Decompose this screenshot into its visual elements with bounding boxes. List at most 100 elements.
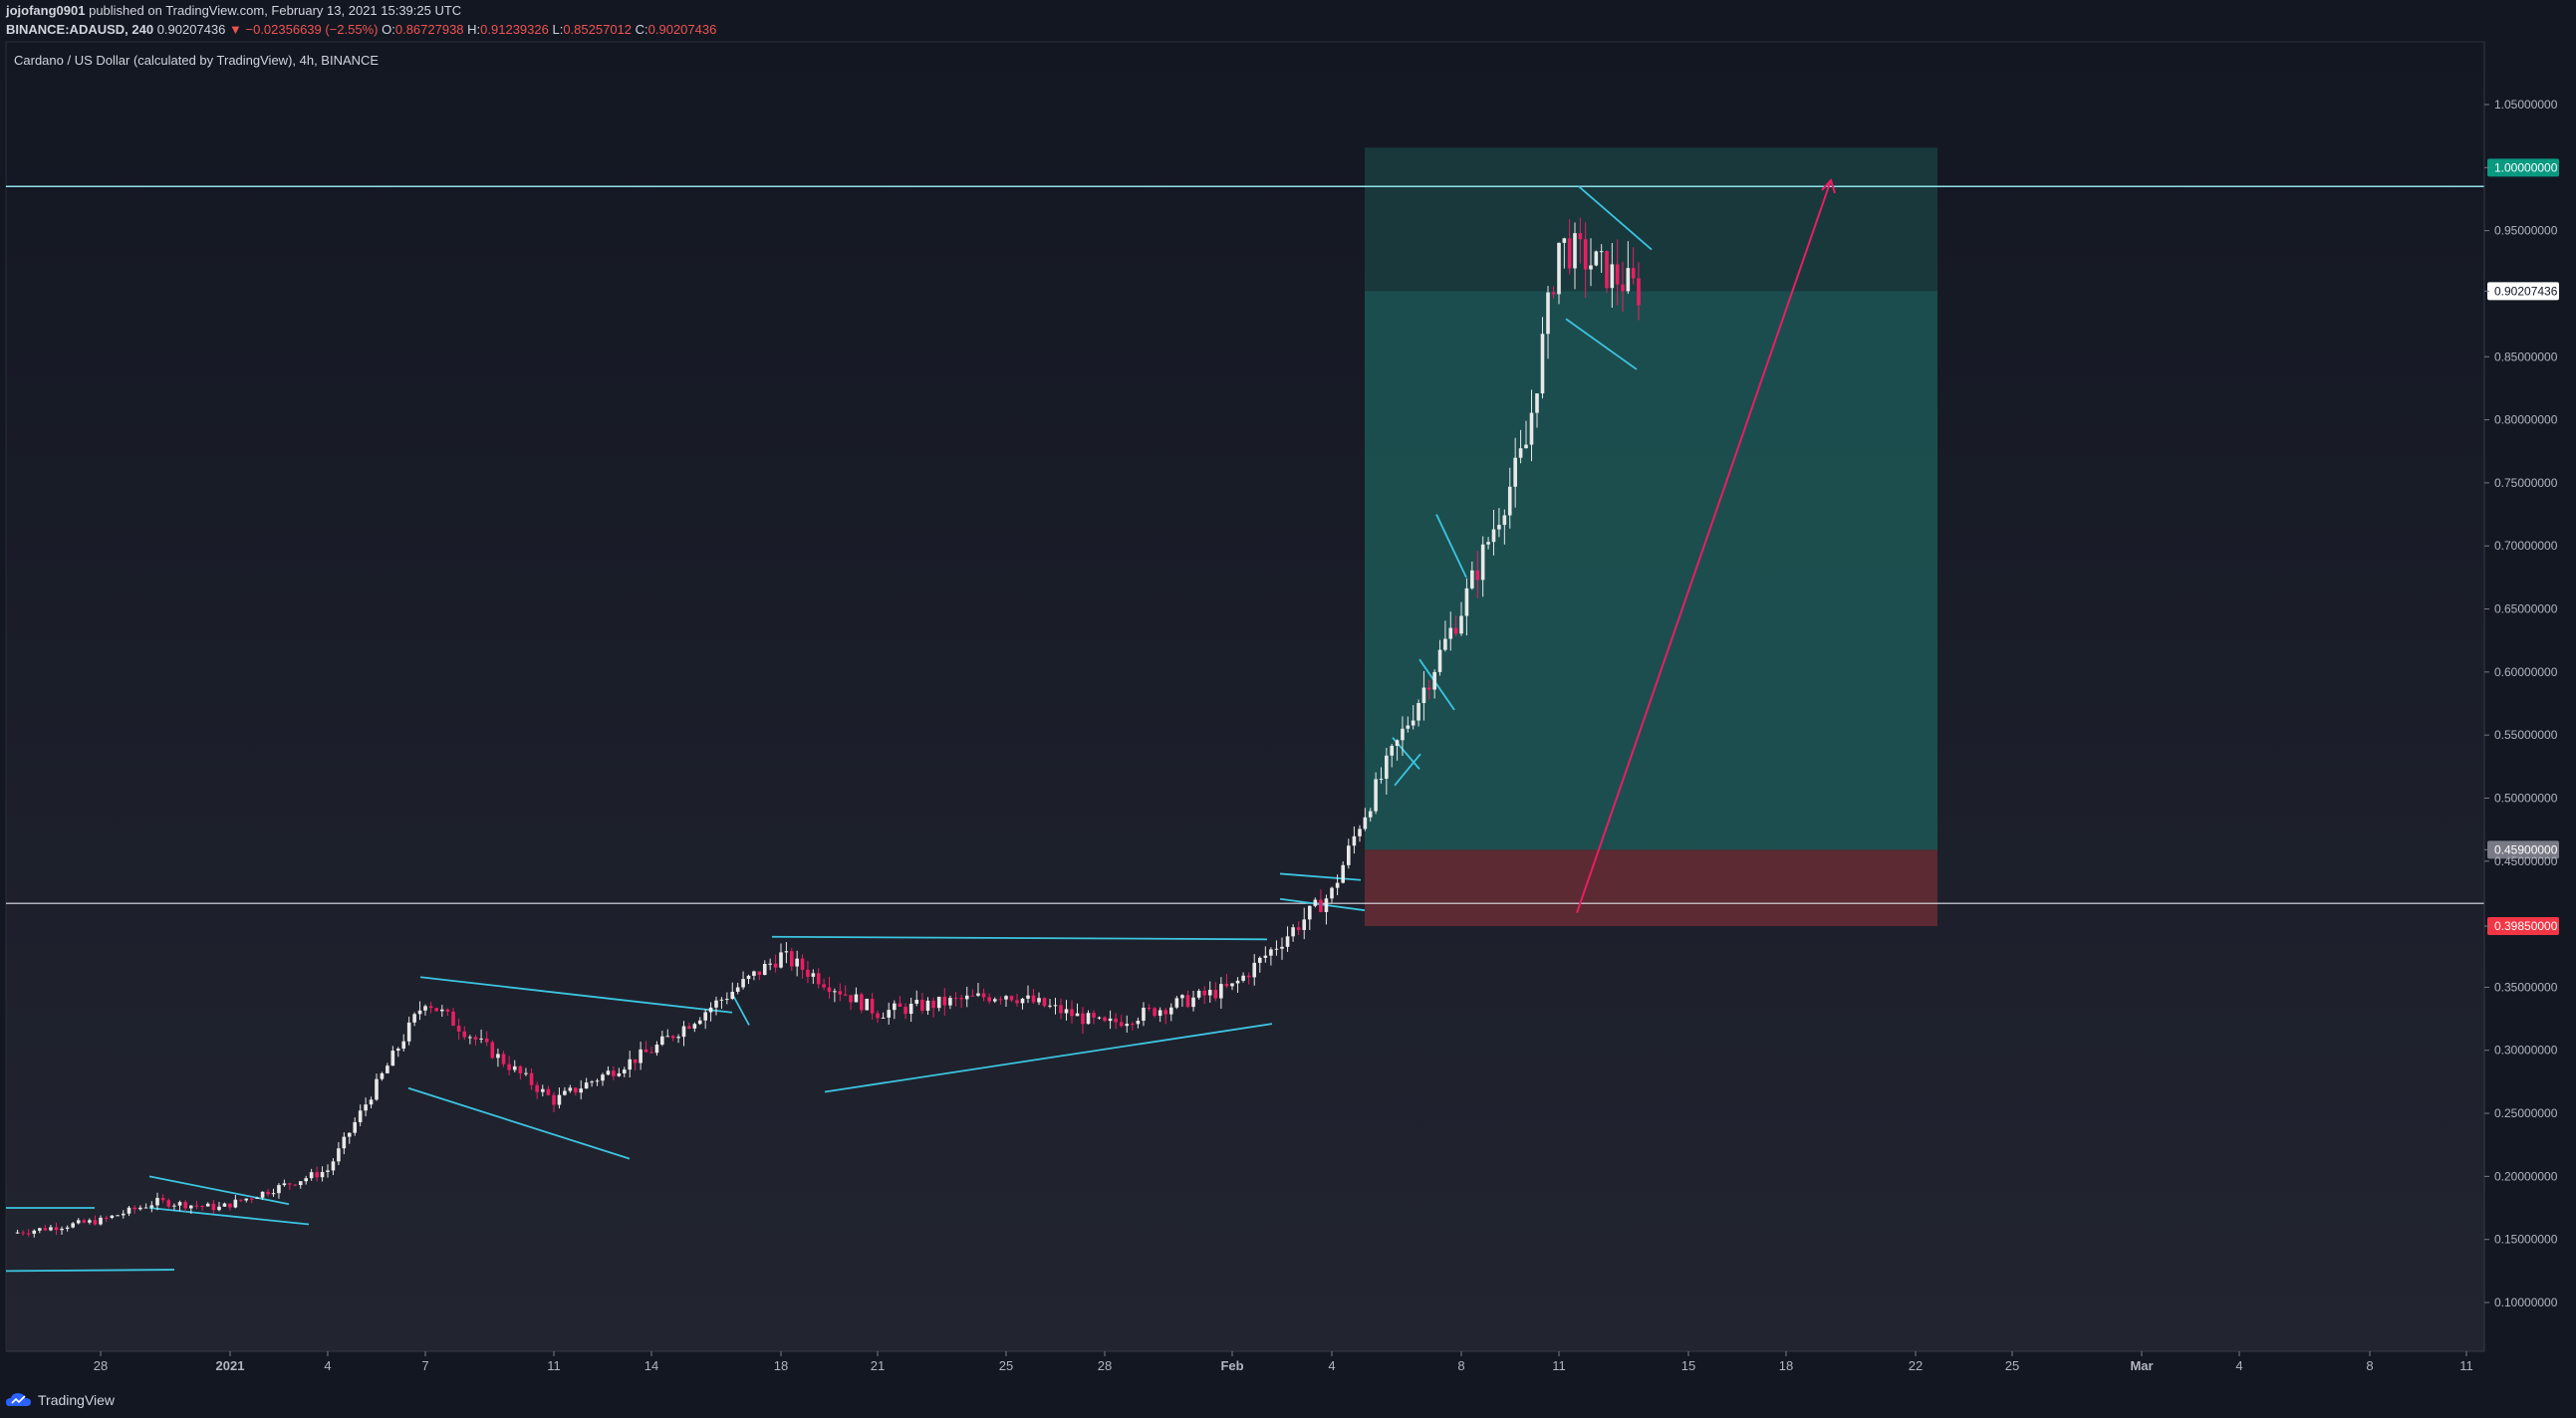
candle[interactable] (579, 1079, 584, 1100)
candle[interactable] (32, 1229, 37, 1238)
candle[interactable] (1053, 997, 1058, 1015)
candle[interactable] (1119, 1015, 1124, 1028)
candle[interactable] (639, 1042, 643, 1070)
candle[interactable] (697, 1017, 702, 1026)
candle[interactable] (1108, 1010, 1113, 1030)
trendline-6[interactable] (407, 1086, 631, 1160)
candle[interactable] (71, 1222, 75, 1229)
candle[interactable] (931, 997, 935, 1018)
candle[interactable] (1480, 536, 1485, 597)
candle[interactable] (1363, 808, 1368, 831)
candle[interactable] (271, 1188, 276, 1197)
candle[interactable] (369, 1096, 374, 1109)
candle[interactable] (127, 1205, 131, 1217)
candle[interactable] (1443, 620, 1447, 652)
candle[interactable] (249, 1196, 254, 1204)
candle[interactable] (1605, 250, 1609, 294)
candle[interactable] (1207, 981, 1212, 1003)
candle[interactable] (870, 993, 875, 1020)
candle[interactable] (849, 995, 853, 1011)
candle[interactable] (110, 1215, 115, 1220)
trendline-4[interactable] (148, 1207, 310, 1226)
candle[interactable] (800, 954, 805, 979)
candle[interactable] (423, 1004, 427, 1016)
candle[interactable] (1031, 989, 1036, 1005)
candle[interactable] (479, 1029, 483, 1044)
candle[interactable] (1097, 1016, 1102, 1020)
candle[interactable] (304, 1175, 308, 1185)
candle[interactable] (665, 1029, 670, 1038)
candle[interactable] (1341, 860, 1345, 884)
candle[interactable] (1448, 611, 1453, 651)
candle[interactable] (687, 1023, 691, 1030)
candle[interactable] (1551, 286, 1556, 299)
candle[interactable] (417, 1001, 422, 1021)
candle[interactable] (908, 997, 913, 1023)
candle[interactable] (681, 1021, 686, 1047)
candle[interactable] (132, 1205, 136, 1214)
candle[interactable] (1524, 420, 1528, 449)
candle[interactable] (1352, 826, 1357, 854)
candle[interactable] (1296, 921, 1301, 936)
candle[interactable] (806, 960, 810, 984)
candle[interactable] (1546, 286, 1550, 359)
candle[interactable] (741, 971, 745, 990)
candle[interactable] (1368, 808, 1373, 822)
candle[interactable] (1131, 1022, 1135, 1031)
candle[interactable] (1064, 1000, 1069, 1021)
candle[interactable] (827, 976, 832, 999)
candle[interactable] (1185, 990, 1190, 1009)
candle[interactable] (590, 1079, 594, 1087)
candle[interactable] (1518, 429, 1523, 464)
candle[interactable] (1180, 994, 1184, 1008)
candle[interactable] (893, 1000, 897, 1020)
candle[interactable] (1406, 716, 1411, 733)
candle[interactable] (15, 1229, 20, 1234)
candle[interactable] (789, 947, 794, 971)
symbol-label[interactable]: BINANCE:ADAUSD, 240 (6, 22, 154, 37)
candle[interactable] (1330, 886, 1334, 903)
candle[interactable] (1599, 244, 1604, 273)
candle[interactable] (1070, 1000, 1074, 1024)
candle[interactable] (239, 1199, 243, 1203)
candle[interactable] (1437, 639, 1442, 676)
candle[interactable] (529, 1067, 534, 1090)
candle[interactable] (953, 992, 958, 1007)
candle[interactable] (1191, 991, 1195, 1012)
candle[interactable] (914, 990, 919, 1007)
candle[interactable] (1426, 679, 1431, 700)
trendline-8[interactable] (771, 935, 1268, 941)
candle[interactable] (1319, 889, 1323, 913)
candle[interactable] (298, 1181, 303, 1189)
candle[interactable] (622, 1066, 627, 1077)
candle[interactable] (512, 1060, 517, 1072)
candle[interactable] (233, 1195, 238, 1209)
candle[interactable] (76, 1218, 81, 1225)
candle[interactable] (1257, 956, 1262, 973)
candle[interactable] (948, 995, 952, 1010)
candle[interactable] (854, 987, 859, 1003)
candle[interactable] (822, 978, 826, 991)
candle[interactable] (1324, 894, 1329, 925)
chart-pane[interactable] (5, 41, 2485, 1352)
candle[interactable] (434, 1007, 439, 1013)
candle[interactable] (282, 1179, 287, 1187)
candle[interactable] (898, 996, 902, 1008)
candle[interactable] (189, 1205, 193, 1214)
trendline-7[interactable] (731, 993, 750, 1026)
trendline-15[interactable] (1435, 514, 1467, 579)
candle[interactable] (833, 988, 837, 1003)
candle[interactable] (1507, 467, 1512, 529)
candle[interactable] (172, 1203, 176, 1211)
candle[interactable] (1252, 954, 1257, 986)
candle[interactable] (540, 1084, 545, 1097)
candle[interactable] (490, 1040, 495, 1060)
candle[interactable] (1557, 242, 1561, 305)
candle[interactable] (1417, 699, 1420, 727)
candle[interactable] (964, 986, 969, 1008)
candle[interactable] (331, 1158, 336, 1176)
candle[interactable] (925, 997, 930, 1016)
candle[interactable] (143, 1203, 148, 1209)
candle[interactable] (149, 1201, 154, 1213)
candle[interactable] (784, 942, 789, 964)
